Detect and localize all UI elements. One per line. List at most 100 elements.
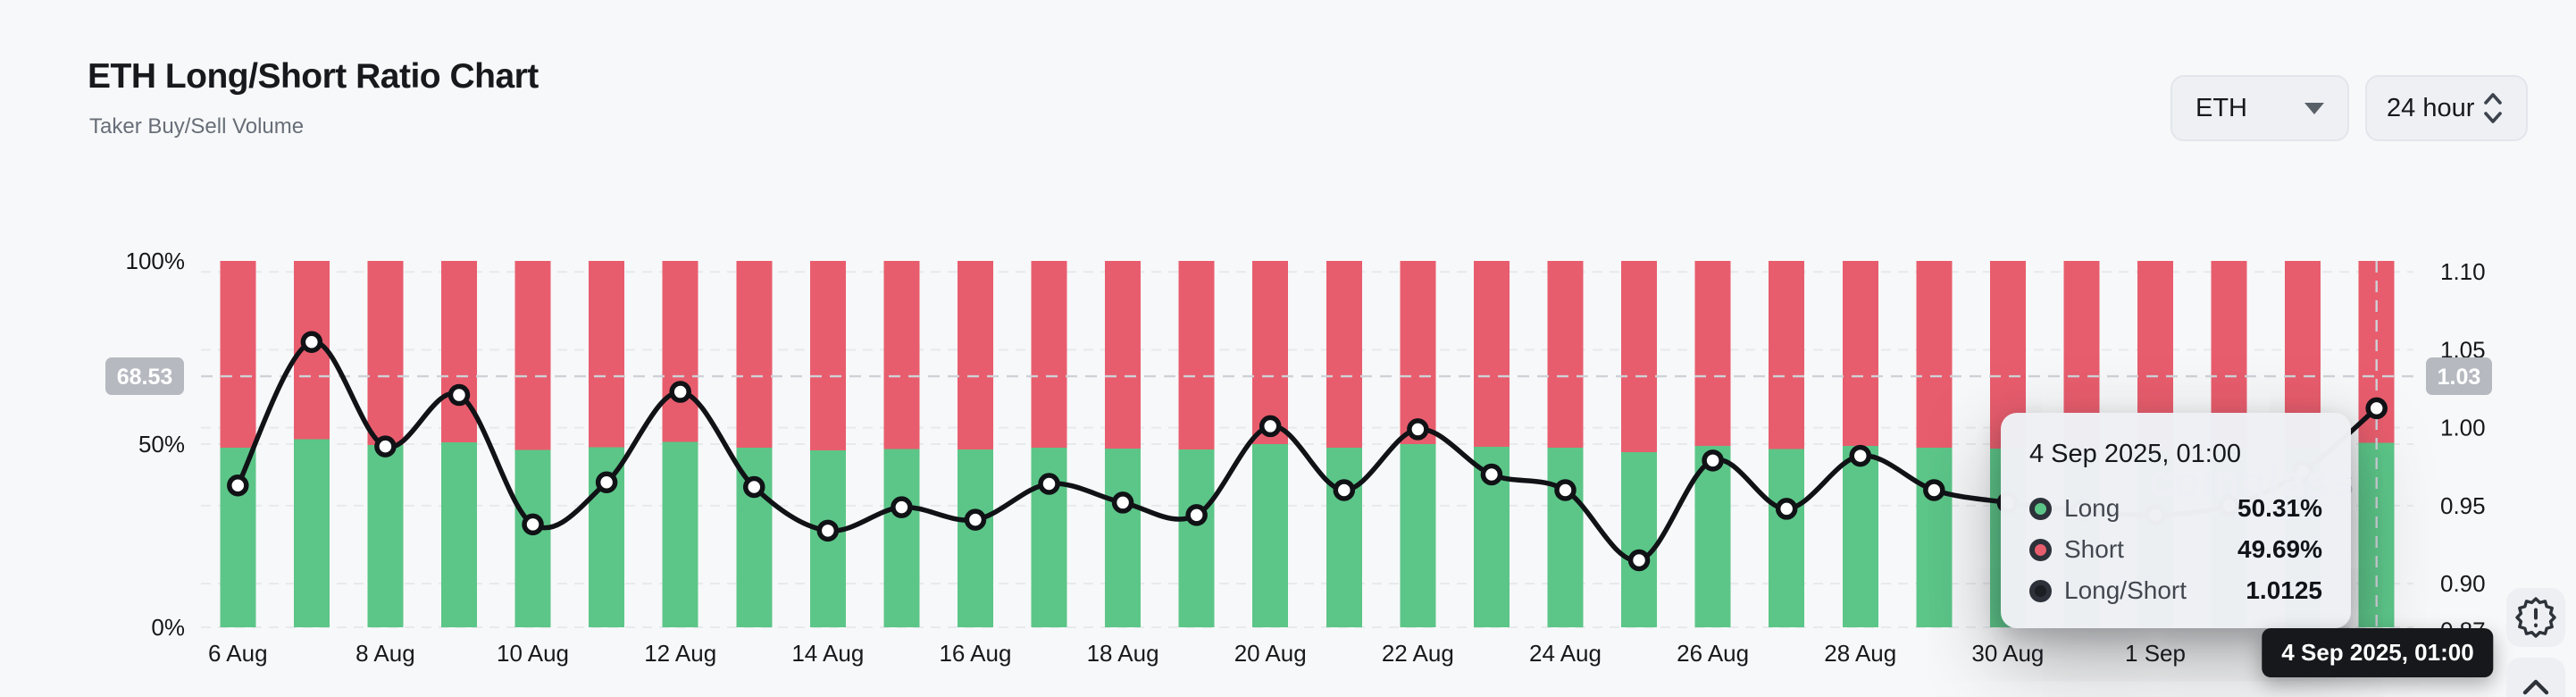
bar-short[interactable] (1621, 261, 1658, 453)
bar-long[interactable] (1326, 448, 1362, 627)
bar-long[interactable] (367, 445, 404, 627)
x-tick: 1 Sep (2125, 640, 2186, 667)
bar-short[interactable] (1400, 261, 1436, 445)
page-subtitle: Taker Buy/Sell Volume (89, 114, 305, 139)
bar-long[interactable] (957, 449, 993, 627)
y-left-tick: 100% (126, 248, 186, 274)
bar-long[interactable] (1400, 444, 1436, 627)
y-right-tick: 1.00 (2440, 415, 2486, 441)
ratio-marker[interactable] (447, 383, 471, 407)
ratio-marker[interactable] (300, 331, 323, 353)
bar-short[interactable] (440, 261, 477, 442)
ratio-marker[interactable] (1333, 479, 1356, 501)
bar-short[interactable] (662, 261, 698, 442)
bar-short[interactable] (220, 261, 256, 448)
x-tick: 10 Aug (497, 640, 569, 667)
ratio-marker[interactable] (1259, 415, 1282, 438)
ratio-marker[interactable] (1038, 473, 1060, 495)
ratio-marker[interactable] (522, 513, 544, 536)
bar-short[interactable] (957, 261, 993, 450)
x-tick: 8 Aug (355, 640, 415, 667)
x-tick: 20 Aug (1234, 640, 1307, 667)
ratio-marker[interactable] (891, 496, 913, 518)
interval-select-value: 24 hour (2387, 93, 2475, 122)
ratio-marker[interactable] (743, 475, 765, 499)
ratio-marker[interactable] (227, 474, 249, 497)
ratio-marker[interactable] (669, 381, 691, 403)
x-tick: 6 Aug (208, 640, 268, 667)
bar-short[interactable] (367, 261, 404, 446)
y-left-tick: 50% (138, 431, 185, 458)
bar-short[interactable] (1473, 261, 1510, 448)
bar-long[interactable] (1769, 449, 1805, 627)
x-tick: 14 Aug (791, 640, 864, 667)
bar-long[interactable] (1178, 449, 1215, 627)
ratio-marker[interactable] (1775, 498, 1798, 520)
ratio-marker[interactable] (1111, 491, 1134, 514)
y-right-tick: 0.95 (2440, 492, 2486, 519)
tooltip-row-short: Short 49.69% (2029, 535, 2322, 564)
crosshair-left-badge-label: 68.53 (117, 365, 173, 390)
tooltip-label: Short (2064, 535, 2124, 563)
bar-short[interactable] (1252, 261, 1289, 444)
bar-short[interactable] (736, 261, 773, 448)
ratio-marker[interactable] (595, 471, 618, 493)
ratio-marker[interactable] (1407, 418, 1429, 441)
bar-long[interactable] (514, 449, 551, 627)
bar-long[interactable] (883, 449, 920, 627)
ratio-marker[interactable] (964, 508, 987, 531)
bar-long[interactable] (293, 439, 330, 627)
x-tick: 18 Aug (1087, 640, 1159, 667)
y-right-tick: 1.10 (2440, 258, 2486, 285)
bar-short[interactable] (514, 261, 551, 450)
symbol-select[interactable]: ETH (2170, 75, 2349, 141)
ratio-marker[interactable] (1923, 479, 1945, 501)
y-left-tick: 0% (151, 614, 185, 641)
bar-long[interactable] (1621, 452, 1658, 627)
bar-short[interactable] (1842, 261, 1878, 446)
symbol-select-value: ETH (2195, 93, 2247, 122)
bar-long[interactable] (1105, 449, 1142, 627)
chevron-updown-icon (2484, 93, 2502, 123)
chart-tooltip: 4 Sep 2025, 01:00 Long 50.31% Short 49.6… (2001, 413, 2351, 628)
bar-long[interactable] (1252, 443, 1289, 627)
page-title: ETH Long/Short Ratio Chart (88, 57, 539, 96)
x-tick: 26 Aug (1677, 640, 1749, 667)
bar-short[interactable] (1547, 261, 1584, 449)
ratio-marker[interactable] (1849, 444, 1871, 467)
bar-short[interactable] (809, 261, 846, 451)
bar-short[interactable] (1178, 261, 1215, 449)
bar-short[interactable] (1916, 261, 1953, 449)
crosshair-right-badge-label: 1.03 (2438, 365, 2481, 390)
bar-long[interactable] (1842, 445, 1878, 627)
ratio-marker[interactable] (2365, 397, 2388, 420)
tooltip-value: 49.69% (2237, 535, 2322, 563)
bar-long[interactable] (1916, 448, 1953, 627)
ratio-marker[interactable] (374, 435, 397, 458)
bar-short[interactable] (1326, 261, 1362, 449)
bar-long[interactable] (440, 441, 477, 627)
interval-select[interactable]: 24 hour (2365, 75, 2528, 141)
bar-short[interactable] (883, 261, 920, 449)
x-tick: 24 Aug (1529, 640, 1602, 667)
ratio-marker[interactable] (816, 519, 840, 542)
bar-short[interactable] (1694, 261, 1731, 447)
bar-long[interactable] (662, 441, 698, 627)
bar-short[interactable] (589, 261, 625, 448)
ratio-marker[interactable] (1480, 463, 1503, 486)
bar-short[interactable] (1105, 261, 1142, 449)
ratio-marker[interactable] (1627, 549, 1651, 572)
report-issue-button[interactable] (2506, 588, 2565, 647)
collapse-button[interactable] (2506, 658, 2565, 697)
bar-long[interactable] (1547, 448, 1584, 627)
bar-short[interactable] (1031, 261, 1067, 448)
ratio-marker[interactable] (1554, 479, 1577, 501)
bar-short[interactable] (1769, 261, 1805, 449)
tooltip-label: Long (2064, 494, 2120, 522)
bar-long[interactable] (1694, 446, 1731, 627)
tooltip-label: Long/Short (2064, 576, 2187, 604)
ratio-marker[interactable] (1185, 504, 1208, 526)
y-right-tick: 0.90 (2440, 570, 2486, 597)
long-dot-icon (2029, 497, 2052, 520)
ratio-marker[interactable] (1702, 449, 1724, 472)
